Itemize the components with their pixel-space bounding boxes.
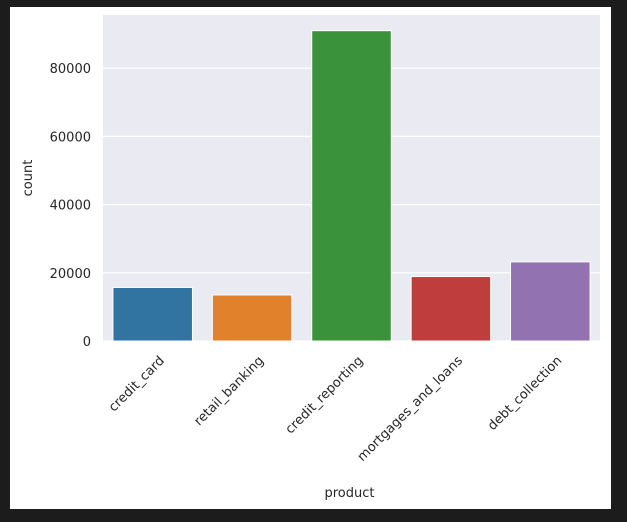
- y-tick-label: 80000: [50, 62, 91, 77]
- x-tick-label: debt_collection: [485, 353, 565, 433]
- y-tick-label: 40000: [50, 199, 91, 214]
- x-tick-labels: credit_card retail_banking credit_reportin…: [106, 353, 565, 464]
- chart-figure: 0 20000 40000 60000 80000 credit_card retail_…: [10, 7, 611, 509]
- y-tick-label: 60000: [50, 130, 91, 145]
- bars: [112, 30, 591, 342]
- y-tick-labels: 0 20000 40000 60000 80000: [50, 62, 91, 350]
- x-tick-label: credit_card: [106, 353, 168, 415]
- x-tick-label: retail_banking: [192, 353, 268, 429]
- bar-debt-collection: [510, 261, 591, 342]
- bar-mortgages-and-loans: [410, 276, 492, 342]
- x-tick-label: credit_reporting: [283, 353, 367, 437]
- bar-retail-banking: [211, 294, 293, 342]
- bar-chart: 0 20000 40000 60000 80000 credit_card retail_…: [21, 15, 600, 501]
- y-axis-label: count: [21, 160, 36, 197]
- x-tick-label: mortgages_and_loans: [355, 353, 466, 464]
- bar-credit-reporting: [311, 30, 392, 342]
- y-tick-label: 20000: [50, 267, 91, 282]
- x-axis-label: product: [324, 486, 374, 501]
- bar-credit-card: [112, 286, 193, 342]
- y-tick-label: 0: [83, 335, 91, 350]
